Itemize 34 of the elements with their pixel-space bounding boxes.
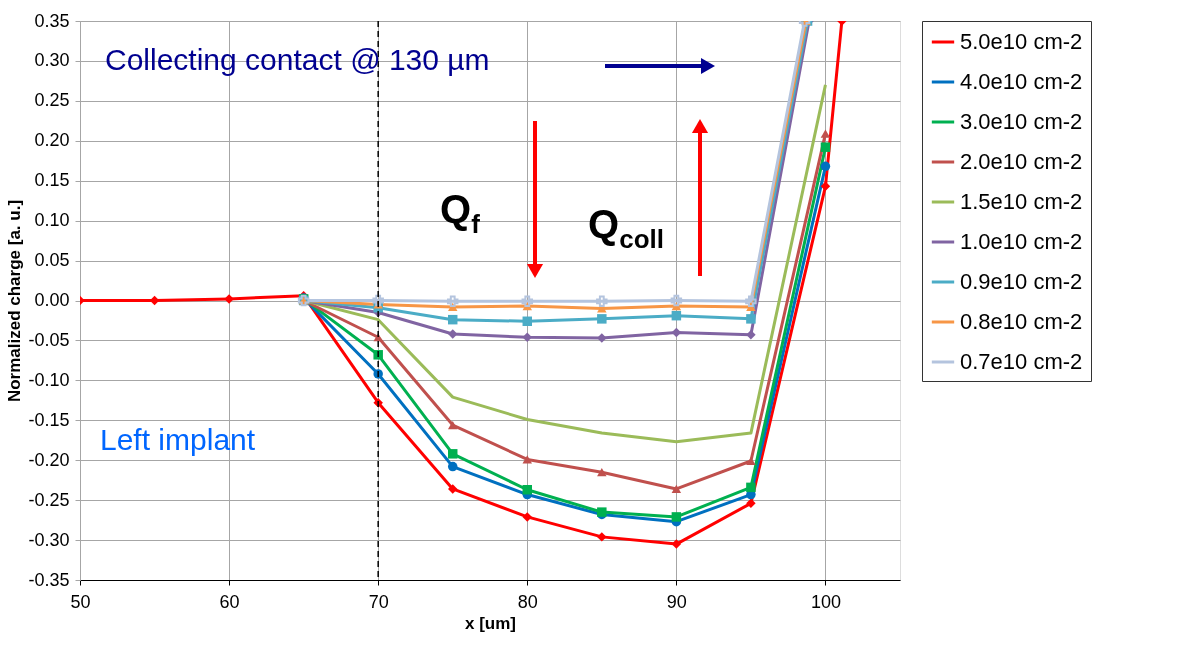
y-tick-label: 0.15 [34,170,70,191]
legend-label: 0.7e10 cm-2 [960,349,1083,374]
y-tick-label: 0.20 [34,130,70,151]
y-axis-title: Normalized charge [a. u.] [5,199,25,403]
x-axis-title: x [um] [465,613,516,633]
y-tick-label: -0.10 [28,369,70,390]
annotation: Left implant [100,423,256,456]
y-tick-label: 0.25 [34,90,70,111]
x-tick-label: 80 [517,591,538,612]
legend-label: 0.8e10 cm-2 [960,309,1083,334]
y-tick-label: 0.30 [34,50,70,71]
legend-label: 5.0e10 cm-2 [960,29,1083,54]
y-tick-label: 0.05 [34,250,70,271]
y-tick-label: -0.35 [28,569,70,590]
y-tick-label: -0.25 [28,489,70,510]
x-tick-label: 90 [666,591,687,612]
legend-label: 3.0e10 cm-2 [960,109,1083,134]
x-tick-label: 60 [219,591,240,612]
y-tick-label: 0.00 [34,290,70,310]
y-tick-label: -0.05 [28,329,70,350]
y-tick-label: 0.10 [34,210,70,231]
legend-label: 4.0e10 cm-2 [960,69,1083,94]
x-tick-label: 100 [810,591,841,612]
x-tick-label: 50 [70,591,91,612]
annotation: Collecting contact @ 130 µm [105,43,490,76]
y-tick-label: -0.15 [28,409,70,430]
legend-label: 1.0e10 cm-2 [960,229,1083,254]
y-tick-label: -0.20 [28,449,70,470]
legend-label: 1.5e10 cm-2 [960,189,1083,214]
x-tick-label: 70 [368,591,389,612]
legend-label: 0.9e10 cm-2 [960,269,1083,294]
y-tick-label: -0.30 [28,529,70,550]
legend-label: 2.0e10 cm-2 [960,149,1083,174]
y-tick-label: 0.35 [34,10,70,31]
